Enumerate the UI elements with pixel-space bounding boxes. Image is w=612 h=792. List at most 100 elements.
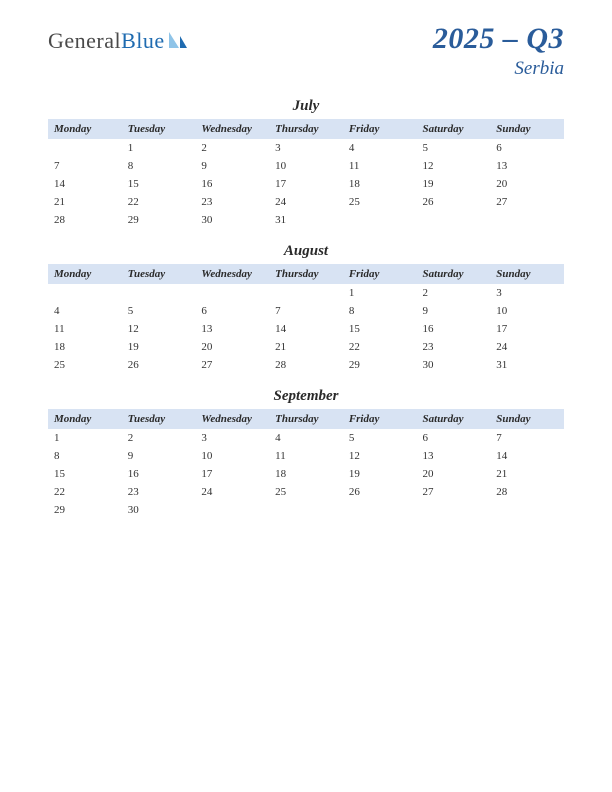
calendar-cell: 31	[269, 211, 343, 229]
calendar-cell	[417, 211, 491, 229]
calendar-cell: 24	[195, 483, 269, 501]
calendar-cell: 8	[343, 302, 417, 320]
calendar-cell: 8	[48, 447, 122, 465]
months-container: JulyMondayTuesdayWednesdayThursdayFriday…	[48, 98, 564, 519]
calendar-cell: 24	[269, 193, 343, 211]
calendar-cell: 23	[417, 338, 491, 356]
calendar-cell: 12	[417, 157, 491, 175]
calendar-cell: 15	[48, 465, 122, 483]
calendar-row: 28293031	[48, 211, 564, 229]
day-header: Sunday	[490, 119, 564, 139]
day-header: Monday	[48, 264, 122, 284]
calendar-cell: 16	[122, 465, 196, 483]
calendar-cell: 21	[269, 338, 343, 356]
day-header: Saturday	[417, 409, 491, 429]
calendar-table: MondayTuesdayWednesdayThursdayFridaySatu…	[48, 409, 564, 519]
logo: GeneralBlue	[48, 22, 189, 57]
calendar-cell: 13	[195, 320, 269, 338]
day-header: Friday	[343, 119, 417, 139]
calendar-row: 14151617181920	[48, 175, 564, 193]
calendar-cell: 8	[122, 157, 196, 175]
calendar-cell: 28	[48, 211, 122, 229]
month-block: JulyMondayTuesdayWednesdayThursdayFriday…	[48, 98, 564, 229]
calendar-row: 15161718192021	[48, 465, 564, 483]
day-header: Saturday	[417, 119, 491, 139]
logo-text: GeneralBlue	[48, 28, 165, 54]
calendar-cell: 30	[417, 356, 491, 374]
calendar-cell	[195, 501, 269, 519]
calendar-cell: 27	[417, 483, 491, 501]
calendar-row: 21222324252627	[48, 193, 564, 211]
calendar-cell: 25	[269, 483, 343, 501]
calendar-cell: 25	[48, 356, 122, 374]
calendar-cell: 23	[122, 483, 196, 501]
calendar-cell: 24	[490, 338, 564, 356]
day-header: Sunday	[490, 264, 564, 284]
calendar-cell: 15	[343, 320, 417, 338]
calendar-row: 11121314151617	[48, 320, 564, 338]
calendar-cell: 17	[490, 320, 564, 338]
calendar-row: 45678910	[48, 302, 564, 320]
month-block: August MondayTuesdayWednesdayThursdayFrid…	[48, 243, 564, 374]
calendar-cell	[490, 211, 564, 229]
calendar-cell: 11	[343, 157, 417, 175]
calendar-cell: 30	[195, 211, 269, 229]
calendar-cell: 28	[269, 356, 343, 374]
calendar-cell: 29	[122, 211, 196, 229]
calendar-cell: 4	[269, 429, 343, 447]
calendar-cell: 18	[343, 175, 417, 193]
calendar-cell: 1	[48, 429, 122, 447]
calendar-row: 123	[48, 284, 564, 302]
calendar-cell	[122, 284, 196, 302]
calendar-cell: 22	[48, 483, 122, 501]
day-header: Friday	[343, 409, 417, 429]
calendar-cell: 11	[48, 320, 122, 338]
calendar-cell	[490, 501, 564, 519]
calendar-cell: 10	[269, 157, 343, 175]
calendar-cell: 23	[195, 193, 269, 211]
calendar-cell: 20	[490, 175, 564, 193]
calendar-table: MondayTuesdayWednesdayThursdayFridaySatu…	[48, 264, 564, 374]
calendar-cell: 9	[417, 302, 491, 320]
day-header: Friday	[343, 264, 417, 284]
calendar-cell: 31	[490, 356, 564, 374]
calendar-cell: 19	[343, 465, 417, 483]
calendar-cell: 2	[417, 284, 491, 302]
calendar-cell: 14	[269, 320, 343, 338]
calendar-cell: 12	[122, 320, 196, 338]
header: GeneralBlue 2025 – Q3 Serbia	[48, 22, 564, 80]
calendar-cell: 5	[343, 429, 417, 447]
month-title: July	[48, 98, 564, 115]
calendar-cell: 5	[417, 139, 491, 157]
calendar-cell: 22	[343, 338, 417, 356]
calendar-cell: 30	[122, 501, 196, 519]
day-header: Thursday	[269, 119, 343, 139]
calendar-cell	[269, 501, 343, 519]
calendar-cell: 29	[48, 501, 122, 519]
calendar-cell: 7	[269, 302, 343, 320]
calendar-cell: 19	[122, 338, 196, 356]
calendar-cell: 26	[343, 483, 417, 501]
month-title: August	[48, 243, 564, 260]
month-block: SeptemberMondayTuesdayWednesdayThursdayF…	[48, 388, 564, 519]
calendar-cell: 3	[490, 284, 564, 302]
day-header: Tuesday	[122, 409, 196, 429]
calendar-row: 22232425262728	[48, 483, 564, 501]
calendar-row: 2930	[48, 501, 564, 519]
calendar-cell	[48, 284, 122, 302]
calendar-row: 123456	[48, 139, 564, 157]
day-header: Monday	[48, 119, 122, 139]
calendar-cell: 27	[195, 356, 269, 374]
calendar-cell: 15	[122, 175, 196, 193]
calendar-cell: 21	[490, 465, 564, 483]
calendar-cell: 26	[417, 193, 491, 211]
calendar-cell: 21	[48, 193, 122, 211]
calendar-cell: 22	[122, 193, 196, 211]
title-main: 2025 – Q3	[433, 22, 564, 56]
calendar-cell	[343, 211, 417, 229]
sail-icon	[167, 30, 189, 57]
day-header: Wednesday	[195, 264, 269, 284]
calendar-cell: 13	[417, 447, 491, 465]
calendar-cell: 2	[122, 429, 196, 447]
calendar-cell: 28	[490, 483, 564, 501]
